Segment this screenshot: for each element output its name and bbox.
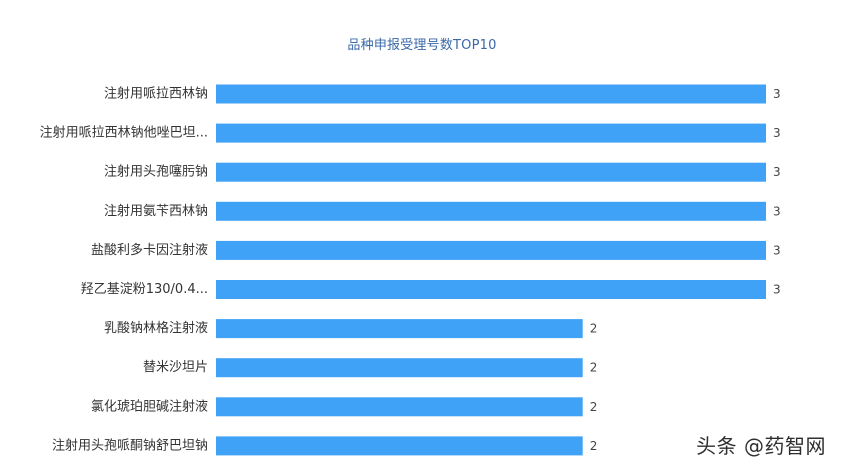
category-label: 注射用哌拉西林钠 bbox=[104, 86, 208, 102]
bar bbox=[216, 201, 766, 221]
data-label: 2 bbox=[590, 400, 598, 414]
category-label: 氯化琥珀胆碱注射液 bbox=[91, 398, 208, 414]
data-label: 2 bbox=[590, 322, 598, 336]
category-label: 乳酸钠林格注射液 bbox=[104, 320, 208, 336]
bar bbox=[216, 280, 766, 299]
data-label: 3 bbox=[773, 165, 781, 179]
data-label: 2 bbox=[590, 439, 598, 453]
category-label: 注射用头孢噻肟钠 bbox=[104, 164, 208, 180]
bar bbox=[216, 397, 583, 417]
data-label: 3 bbox=[773, 87, 781, 101]
bar bbox=[216, 319, 583, 339]
data-label: 3 bbox=[773, 126, 781, 140]
bar bbox=[216, 240, 766, 260]
category-label: 替米沙坦片 bbox=[143, 360, 208, 375]
bar bbox=[216, 436, 583, 456]
category-label: 注射用哌拉西林钠他唑巴坦... bbox=[40, 125, 208, 141]
bar bbox=[216, 84, 766, 104]
chart-title: 品种申报受理号数TOP10 bbox=[347, 38, 497, 53]
data-label: 3 bbox=[773, 283, 781, 297]
category-label: 羟乙基淀粉130/0.4... bbox=[81, 282, 208, 297]
bar bbox=[216, 358, 583, 378]
category-label: 盐酸利多卡因注射液 bbox=[91, 242, 208, 258]
category-label: 注射用氨苄西林钠 bbox=[104, 203, 208, 219]
bar bbox=[216, 123, 766, 143]
bar bbox=[216, 162, 766, 182]
category-label: 注射用头孢哌酮钠舒巴坦钠 bbox=[52, 437, 208, 453]
data-label: 3 bbox=[773, 204, 781, 218]
data-label: 2 bbox=[590, 361, 598, 375]
watermark-text: 头条 @药智网 bbox=[696, 434, 826, 458]
data-label: 3 bbox=[773, 243, 781, 257]
